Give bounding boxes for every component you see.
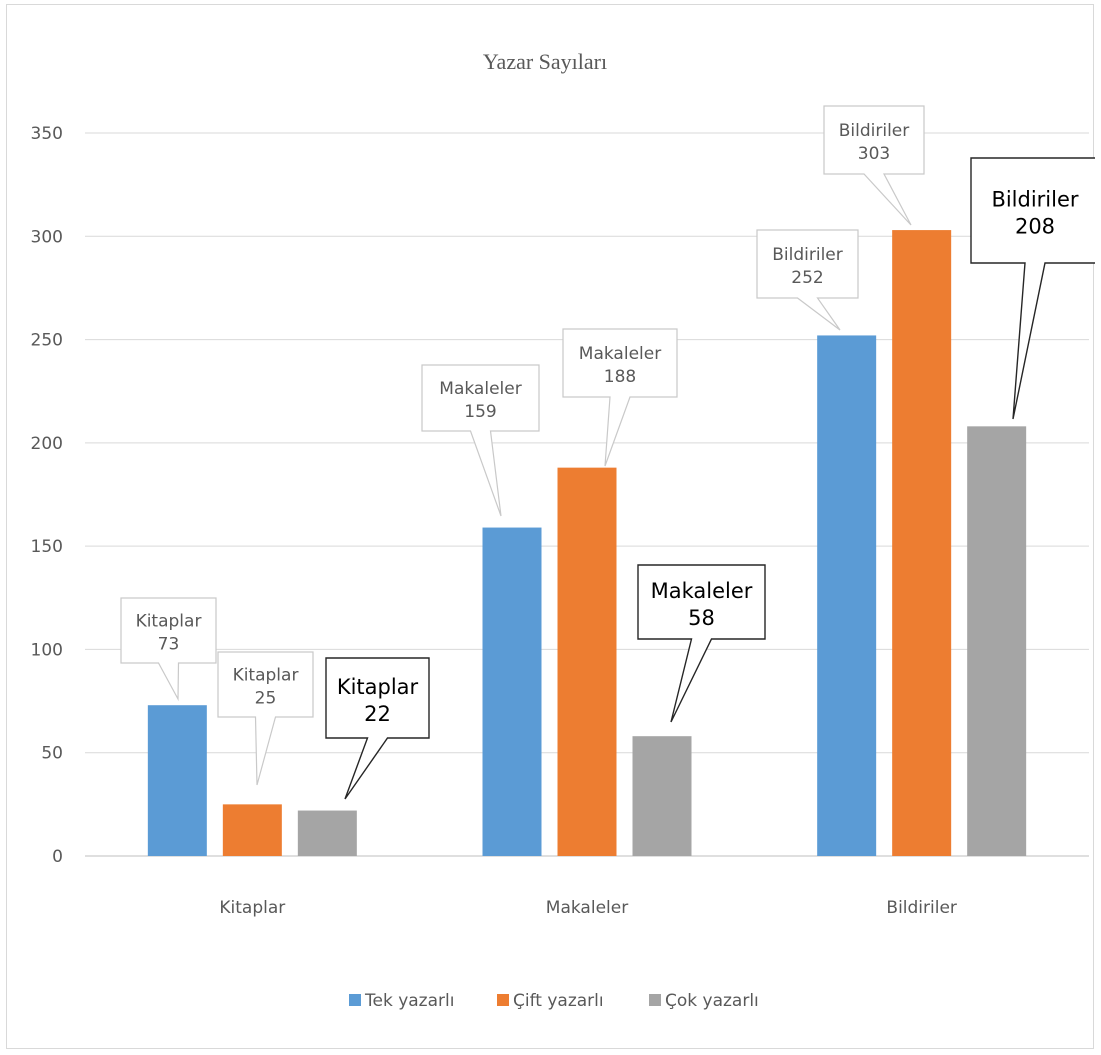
bar-makaleler-2 xyxy=(632,736,692,856)
callout-category-text: Bildiriler xyxy=(839,121,910,141)
callout-category-text: Makaleler xyxy=(439,379,521,399)
legend-swatch xyxy=(649,994,661,1006)
callout-box xyxy=(756,229,859,331)
callout-category-text: Makaleler xyxy=(651,579,753,603)
callout-box xyxy=(217,651,314,786)
y-tick-label: 200 xyxy=(31,434,63,454)
data-label-callout: Kitaplar 25 xyxy=(217,651,314,786)
bar-kitaplar-0 xyxy=(147,705,207,856)
y-tick-label: 350 xyxy=(31,124,63,144)
data-label-callout: Makaleler 159 xyxy=(421,364,540,517)
data-label-callout: Bildiriler 208 xyxy=(970,157,1100,420)
callout-value-text: 73 xyxy=(158,635,180,655)
bars xyxy=(147,230,1027,857)
bar-makaleler-0 xyxy=(482,527,542,856)
legend-label: Çok yazarlı xyxy=(665,991,759,1011)
legend-label: Tek yazarlı xyxy=(364,991,454,1011)
y-tick-label: 100 xyxy=(31,640,63,660)
legend-label: Çift yazarlı xyxy=(513,991,604,1011)
y-tick-label: 50 xyxy=(41,744,63,764)
callout-box xyxy=(823,105,925,226)
bar-bildiriler-0 xyxy=(817,335,877,856)
y-tick-label: 150 xyxy=(31,537,63,557)
bar-bildiriler-2 xyxy=(967,426,1027,856)
callout-category-text: Bildiriler xyxy=(991,188,1078,212)
callout-category-text: Kitaplar xyxy=(337,675,419,699)
callout-value-text: 58 xyxy=(688,606,715,630)
bar-kitaplar-1 xyxy=(222,804,282,856)
legend: Tek yazarlı Çift yazarlı Çok yazarlı xyxy=(349,991,759,1011)
bar-bildiriler-1 xyxy=(892,230,952,857)
callout-value-text: 22 xyxy=(364,702,391,726)
y-tick-label: 300 xyxy=(31,227,63,247)
callout-box xyxy=(637,564,766,723)
callout-value-text: 208 xyxy=(1015,215,1055,239)
legend-swatch xyxy=(349,994,361,1006)
callout-category-text: Kitaplar xyxy=(136,612,202,632)
y-axis-ticks: 0 50 100 150 200 250 300 350 xyxy=(31,124,63,867)
chart-frame: Yazar Sayıları 0 50 100 150 200 250 300 350 Kit… xyxy=(6,4,1100,1049)
data-label-callout: Kitaplar 22 xyxy=(325,657,430,800)
callout-value-text: 303 xyxy=(858,144,890,164)
data-label-callout: Bildiriler 252 xyxy=(756,229,859,331)
y-tick-label: 250 xyxy=(31,331,63,351)
data-label-callout: Makaleler 58 xyxy=(637,564,766,723)
data-label-callout: Makaleler 188 xyxy=(562,328,678,467)
callout-box xyxy=(325,657,430,800)
callout-value-text: 252 xyxy=(791,268,823,288)
data-label-callout: Kitaplar 73 xyxy=(120,597,217,702)
x-category-label: Bildiriler xyxy=(886,898,957,918)
chart-title: Yazar Sayıları xyxy=(483,49,607,74)
bar-kitaplar-2 xyxy=(297,810,357,856)
callout-category-text: Bildiriler xyxy=(772,245,843,265)
bar-chart: Yazar Sayıları 0 50 100 150 200 250 300 350 Kit… xyxy=(31,49,1100,1011)
x-category-label: Makaleler xyxy=(546,898,628,918)
callout-category-text: Kitaplar xyxy=(233,666,299,686)
callout-box xyxy=(120,597,217,702)
callout-box xyxy=(562,328,678,467)
data-label-callout: Bildiriler 303 xyxy=(823,105,925,226)
callout-value-text: 25 xyxy=(255,689,277,709)
callout-category-text: Makaleler xyxy=(579,344,661,364)
data-label-callouts: Kitaplar 73 Kitaplar 25 Kitaplar 22 Makaleler 1… xyxy=(120,105,1100,800)
x-axis-categories: Kitaplar Makaleler Bildiriler xyxy=(219,898,957,918)
x-category-label: Kitaplar xyxy=(219,898,285,918)
callout-value-text: 188 xyxy=(604,367,636,387)
callout-value-text: 159 xyxy=(464,402,496,422)
y-tick-label: 0 xyxy=(52,847,63,867)
legend-swatch xyxy=(497,994,509,1006)
callout-box xyxy=(421,364,540,517)
bar-makaleler-1 xyxy=(557,467,617,856)
